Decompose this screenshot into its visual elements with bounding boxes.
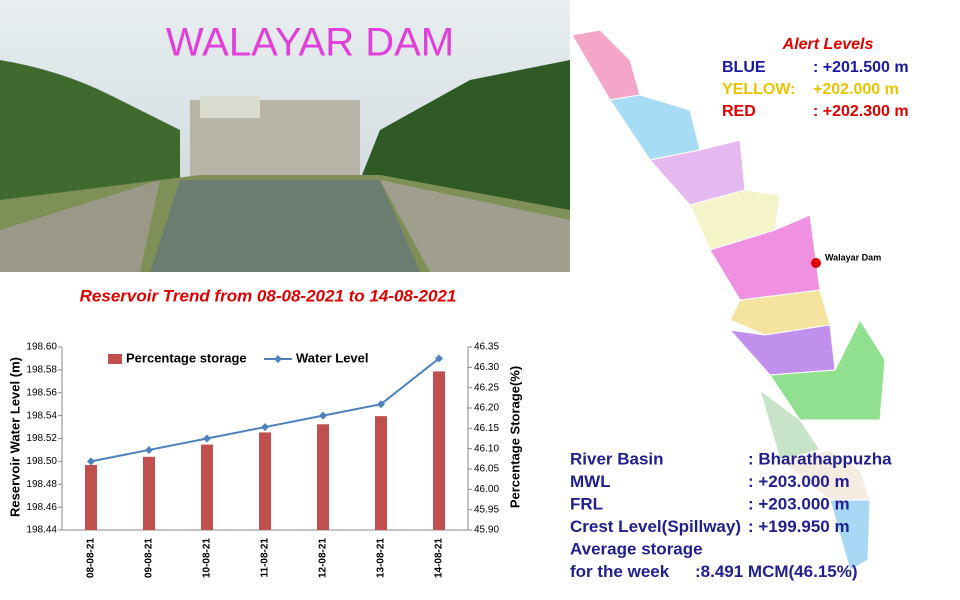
bar: [143, 456, 155, 530]
page-title: WALAYAR DAM: [166, 21, 454, 65]
detail-name: Average storage: [570, 539, 703, 558]
detail-value: : +203.000 m: [748, 494, 850, 513]
bar: [375, 416, 387, 530]
alert-name: BLUE: [722, 59, 766, 76]
y2-tick-label: 46.00: [474, 484, 499, 495]
detail-name: River Basin: [570, 449, 664, 468]
x-tick-label: 10-08-21: [202, 538, 213, 578]
legend-label: Percentage storage: [126, 350, 247, 365]
line-marker: [203, 434, 211, 443]
alert-title: Alert Levels: [782, 36, 874, 53]
detail-name: Crest Level(Spillway): [570, 517, 741, 536]
detail-value: : Bharathappuzha: [748, 449, 892, 468]
bar: [433, 371, 445, 530]
y-tick-label: 198.52: [26, 433, 57, 444]
y-tick-label: 198.56: [26, 387, 57, 398]
y-tick-label: 198.58: [26, 365, 57, 376]
alert-value: +202.000 m: [813, 81, 899, 98]
x-tick-label: 08-08-21: [86, 538, 97, 578]
y-tick-label: 198.44: [26, 525, 57, 536]
detail-name: FRL: [570, 494, 603, 513]
bar: [201, 444, 213, 530]
detail-name: MWL: [570, 472, 611, 491]
detail-value: : +203.000 m: [748, 472, 850, 491]
y2-tick-label: 46.20: [474, 403, 499, 414]
y2-tick-label: 46.15: [474, 423, 499, 434]
y2-tick-label: 46.35: [474, 342, 499, 353]
y2-axis-label: Percentage Storage(%): [507, 366, 522, 508]
y2-tick-label: 45.95: [474, 504, 499, 515]
x-tick-label: 11-08-21: [260, 538, 271, 578]
alert-name: RED: [722, 103, 756, 120]
detail-value: :8.491 MCM(46.15%): [695, 562, 858, 581]
detail-name: for the week: [570, 562, 670, 581]
legend-swatch: [108, 354, 122, 364]
y-axis-label: Reservoir Water Level (m): [7, 357, 22, 517]
kerala-map: [571, 29, 886, 571]
detail-value: : +199.950 m: [748, 517, 850, 536]
line-marker: [145, 445, 153, 454]
map-label: Walayar Dam: [825, 252, 881, 262]
y2-tick-label: 46.25: [474, 382, 499, 393]
alert-value: : +201.500 m: [813, 59, 909, 76]
x-tick-label: 12-08-21: [318, 538, 329, 578]
bar: [259, 432, 271, 530]
y2-tick-label: 46.10: [474, 443, 499, 454]
legend-label: Water Level: [296, 350, 369, 365]
map-marker: [811, 258, 821, 268]
line-marker: [377, 400, 385, 409]
line-marker: [87, 457, 95, 466]
line-marker: [261, 423, 269, 432]
chart-title: Reservoir Trend from 08-08-2021 to 14-08…: [80, 286, 457, 305]
x-tick-label: 14-08-21: [434, 538, 445, 578]
line-marker: [319, 411, 327, 420]
y2-tick-label: 45.90: [474, 525, 499, 536]
bar: [317, 424, 329, 530]
y2-tick-label: 46.05: [474, 464, 499, 475]
y2-tick-label: 46.30: [474, 362, 499, 373]
dam-photo: [0, 0, 570, 272]
x-tick-label: 13-08-21: [376, 538, 387, 578]
y-tick-label: 198.46: [26, 502, 57, 513]
x-tick-label: 09-08-21: [144, 538, 155, 578]
legend-swatch: [274, 355, 282, 363]
bar: [85, 464, 97, 530]
y-tick-label: 198.50: [26, 456, 57, 467]
y-tick-label: 198.54: [26, 410, 57, 421]
y-tick-label: 198.48: [26, 479, 57, 490]
y-tick-label: 198.60: [26, 342, 57, 353]
line-marker: [435, 354, 443, 363]
alert-value: : +202.300 m: [813, 103, 909, 120]
alert-name: YELLOW:: [722, 81, 795, 98]
